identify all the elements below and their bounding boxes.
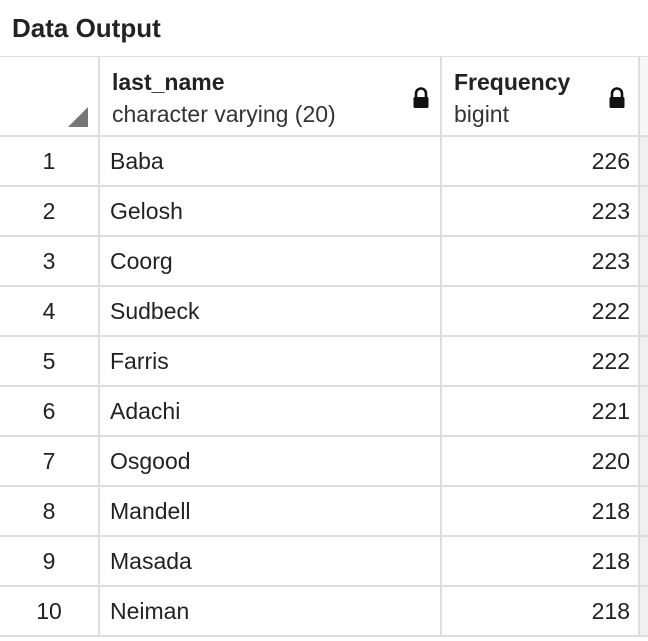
row-number: 8 — [42, 497, 56, 524]
row-number-cell[interactable]: 9 — [0, 537, 100, 587]
frequency-cell[interactable]: 218 — [442, 487, 640, 537]
frequency-cell[interactable]: 223 — [442, 187, 640, 237]
frequency-cell[interactable]: 220 — [442, 437, 640, 487]
frequency-value: 218 — [591, 497, 630, 524]
frequency-cell[interactable]: 223 — [442, 237, 640, 287]
row-number: 10 — [36, 597, 62, 624]
scrollbar-track[interactable] — [640, 537, 648, 587]
table-row[interactable]: 10 Neiman 218 — [0, 587, 648, 637]
column-header-frequency[interactable]: Frequency bigint — [442, 57, 640, 137]
scrollbar-track[interactable] — [640, 337, 648, 387]
table-row[interactable]: 2 Gelosh 223 — [0, 187, 648, 237]
header-row: last_name character varying (20) Frequen… — [0, 57, 648, 137]
scrollbar-header — [640, 57, 648, 137]
last-name-cell[interactable]: Gelosh — [100, 187, 442, 237]
column-type: bigint — [454, 101, 509, 127]
last-name-cell[interactable]: Osgood — [100, 437, 442, 487]
row-number: 4 — [42, 297, 56, 324]
last-name-cell[interactable]: Sudbeck — [100, 287, 442, 337]
row-number-cell[interactable]: 10 — [0, 587, 100, 637]
row-number-cell[interactable]: 1 — [0, 137, 100, 187]
table-row[interactable]: 1 Baba 226 — [0, 137, 648, 187]
last-name-cell[interactable]: Neiman — [100, 587, 442, 637]
frequency-value: 218 — [591, 597, 630, 624]
last-name-value: Mandell — [110, 497, 191, 524]
row-number-cell[interactable]: 3 — [0, 237, 100, 287]
column-name: last_name — [112, 69, 225, 95]
row-number: 5 — [42, 347, 56, 374]
scrollbar-track[interactable] — [640, 137, 648, 187]
row-number: 6 — [42, 397, 56, 424]
column-type: character varying (20) — [112, 101, 336, 127]
lock-icon — [413, 87, 429, 108]
last-name-value: Osgood — [110, 447, 191, 474]
data-output-grid: last_name character varying (20) Frequen… — [0, 56, 648, 641]
frequency-cell[interactable]: 222 — [442, 337, 640, 387]
scrollbar-track[interactable] — [640, 287, 648, 337]
row-number-cell[interactable]: 4 — [0, 287, 100, 337]
frequency-value: 218 — [591, 547, 630, 574]
row-number: 7 — [42, 447, 56, 474]
row-number: 2 — [42, 197, 56, 224]
row-number: 9 — [42, 547, 56, 574]
table-row[interactable]: 7 Osgood 220 — [0, 437, 648, 487]
panel-title: Data Output — [0, 0, 648, 56]
last-name-value: Farris — [110, 347, 169, 374]
scrollbar-track[interactable] — [640, 237, 648, 287]
frequency-value: 226 — [591, 147, 630, 174]
resize-corner-icon — [68, 107, 88, 127]
table-row[interactable]: 5 Farris 222 — [0, 337, 648, 387]
scrollbar-track[interactable] — [640, 487, 648, 537]
lock-icon — [609, 87, 625, 108]
frequency-cell[interactable]: 218 — [442, 587, 640, 637]
last-name-value: Baba — [110, 147, 164, 174]
row-number: 1 — [42, 147, 56, 174]
frequency-value: 222 — [591, 297, 630, 324]
table-row[interactable]: 6 Adachi 221 — [0, 387, 648, 437]
scrollbar-track[interactable] — [640, 387, 648, 437]
last-name-cell[interactable]: Farris — [100, 337, 442, 387]
row-number-cell[interactable]: 6 — [0, 387, 100, 437]
frequency-value: 222 — [591, 347, 630, 374]
last-name-value: Masada — [110, 547, 192, 574]
table-row[interactable]: 3 Coorg 223 — [0, 237, 648, 287]
frequency-value: 220 — [591, 447, 630, 474]
frequency-value: 221 — [591, 397, 630, 424]
scrollbar-track[interactable] — [640, 187, 648, 237]
last-name-cell[interactable]: Adachi — [100, 387, 442, 437]
last-name-value: Adachi — [110, 397, 181, 424]
frequency-value: 223 — [591, 247, 630, 274]
table-row[interactable]: 9 Masada 218 — [0, 537, 648, 587]
scrollbar-track[interactable] — [640, 587, 648, 637]
last-name-value: Sudbeck — [110, 297, 200, 324]
last-name-cell[interactable]: Masada — [100, 537, 442, 587]
table-row[interactable]: 4 Sudbeck 222 — [0, 287, 648, 337]
frequency-cell[interactable]: 222 — [442, 287, 640, 337]
frequency-cell[interactable]: 226 — [442, 137, 640, 187]
row-number-cell[interactable]: 7 — [0, 437, 100, 487]
row-number-cell[interactable]: 8 — [0, 487, 100, 537]
last-name-cell[interactable]: Coorg — [100, 237, 442, 287]
column-header-last-name[interactable]: last_name character varying (20) — [100, 57, 442, 137]
last-name-value: Neiman — [110, 597, 190, 624]
column-name: Frequency — [454, 69, 571, 95]
row-number-cell[interactable]: 5 — [0, 337, 100, 387]
last-name-value: Gelosh — [110, 197, 183, 224]
row-number-cell[interactable]: 2 — [0, 187, 100, 237]
select-all-corner[interactable] — [0, 57, 100, 137]
last-name-cell[interactable]: Baba — [100, 137, 442, 187]
frequency-value: 223 — [591, 197, 630, 224]
frequency-cell[interactable]: 221 — [442, 387, 640, 437]
row-number: 3 — [42, 247, 56, 274]
last-name-value: Coorg — [110, 247, 173, 274]
table-row[interactable]: 8 Mandell 218 — [0, 487, 648, 537]
last-name-cell[interactable]: Mandell — [100, 487, 442, 537]
frequency-cell[interactable]: 218 — [442, 537, 640, 587]
scrollbar-track[interactable] — [640, 437, 648, 487]
